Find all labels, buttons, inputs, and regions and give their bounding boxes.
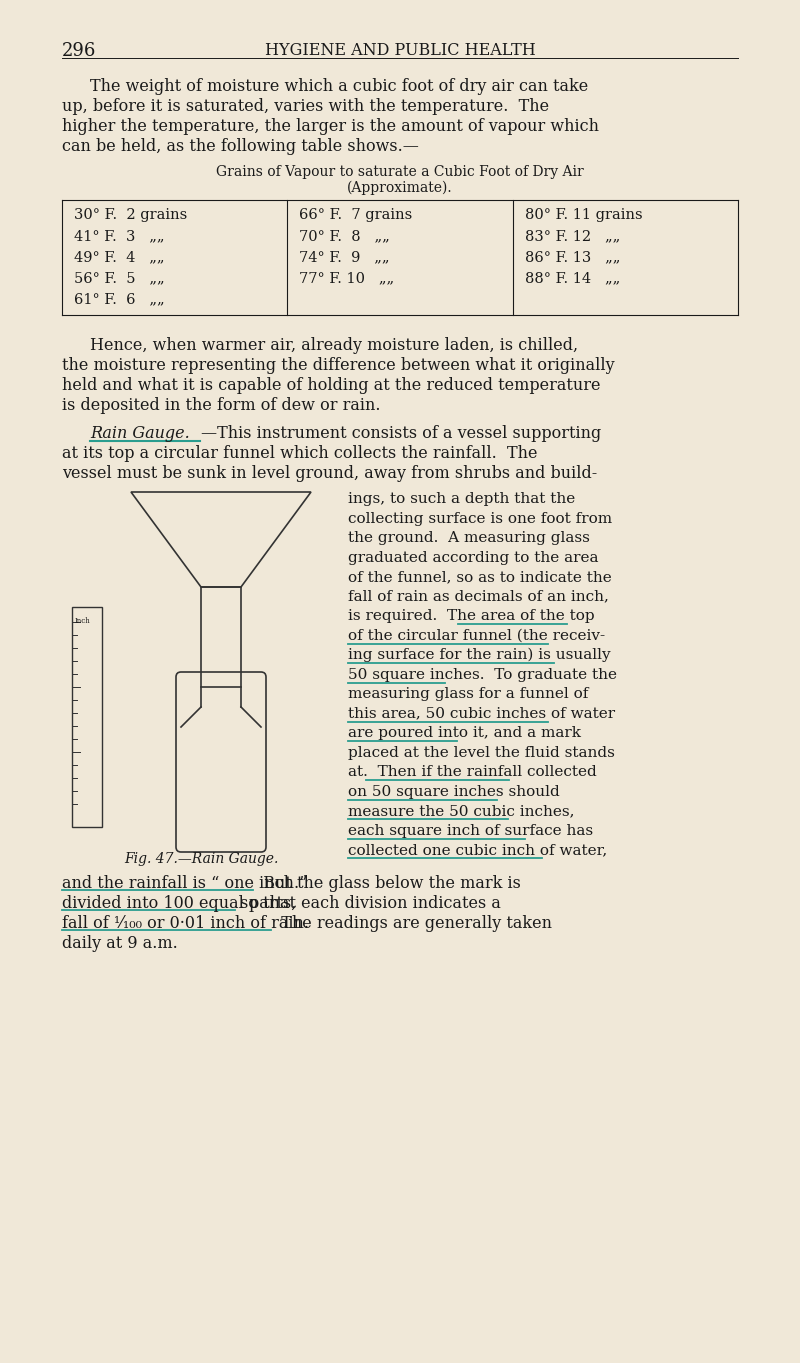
Text: HYGIENE AND PUBLIC HEALTH: HYGIENE AND PUBLIC HEALTH — [265, 42, 535, 59]
Text: 77° F. 10   „„: 77° F. 10 „„ — [299, 271, 394, 285]
Text: collecting surface is one foot from: collecting surface is one foot from — [348, 511, 612, 526]
Text: Inch: Inch — [75, 617, 90, 626]
Text: Fig. 47.—Rain Gauge.: Fig. 47.—Rain Gauge. — [124, 852, 278, 866]
Text: of the funnel, so as to indicate the: of the funnel, so as to indicate the — [348, 570, 612, 583]
Text: on 50 square inches should: on 50 square inches should — [348, 785, 560, 799]
Text: 49° F.  4   „„: 49° F. 4 „„ — [74, 249, 165, 264]
Text: 56° F.  5   „„: 56° F. 5 „„ — [74, 271, 165, 285]
Text: 86° F. 13   „„: 86° F. 13 „„ — [525, 249, 620, 264]
Bar — [201, 587, 241, 687]
Text: ing surface for the rain) is usually: ing surface for the rain) is usually — [348, 647, 610, 662]
Text: ings, to such a depth that the: ings, to such a depth that the — [348, 492, 575, 506]
Text: —This instrument consists of a vessel supporting: —This instrument consists of a vessel su… — [201, 425, 602, 442]
Text: the moisture representing the difference between what it originally: the moisture representing the difference… — [62, 357, 614, 373]
Text: and the rainfall is “ one inch.”: and the rainfall is “ one inch.” — [62, 875, 307, 891]
Text: so that each division indicates a: so that each division indicates a — [235, 895, 502, 912]
Text: Grains of Vapour to saturate a Cubic Foot of Dry Air: Grains of Vapour to saturate a Cubic Foo… — [216, 165, 584, 179]
Text: Rain Gauge.: Rain Gauge. — [90, 425, 190, 442]
Text: of the circular funnel (the receiv-: of the circular funnel (the receiv- — [348, 628, 605, 642]
Text: vessel must be sunk in level ground, away from shrubs and build-: vessel must be sunk in level ground, awa… — [62, 465, 598, 483]
Text: But the glass below the mark is: But the glass below the mark is — [254, 875, 522, 891]
Text: 66° F.  7 grains: 66° F. 7 grains — [299, 209, 413, 222]
Text: fall of ¹⁄₁₀₀ or 0·01 inch of rain.: fall of ¹⁄₁₀₀ or 0·01 inch of rain. — [62, 915, 309, 932]
Text: is deposited in the form of dew or rain.: is deposited in the form of dew or rain. — [62, 397, 381, 414]
Text: is required.  The area of the top: is required. The area of the top — [348, 609, 594, 623]
Text: (Approximate).: (Approximate). — [347, 181, 453, 195]
Text: 88° F. 14   „„: 88° F. 14 „„ — [525, 271, 620, 285]
Text: placed at the level the fluid stands: placed at the level the fluid stands — [348, 746, 615, 759]
Text: 30° F.  2 grains: 30° F. 2 grains — [74, 209, 187, 222]
Text: measuring glass for a funnel of: measuring glass for a funnel of — [348, 687, 588, 701]
Text: higher the temperature, the larger is the amount of vapour which: higher the temperature, the larger is th… — [62, 119, 599, 135]
Text: divided into 100 equal parts,: divided into 100 equal parts, — [62, 895, 296, 912]
Text: 41° F.  3   „„: 41° F. 3 „„ — [74, 229, 165, 243]
Text: 80° F. 11 grains: 80° F. 11 grains — [525, 209, 642, 222]
Text: held and what it is capable of holding at the reduced temperature: held and what it is capable of holding a… — [62, 378, 601, 394]
Text: this area, 50 cubic inches of water: this area, 50 cubic inches of water — [348, 706, 615, 721]
Text: graduated according to the area: graduated according to the area — [348, 551, 598, 564]
Text: 74° F.  9   „„: 74° F. 9 „„ — [299, 249, 390, 264]
Text: measure the 50 cubic inches,: measure the 50 cubic inches, — [348, 804, 574, 818]
Text: 50 square inches.  To graduate the: 50 square inches. To graduate the — [348, 668, 617, 682]
Text: at.  Then if the rainfall collected: at. Then if the rainfall collected — [348, 765, 597, 780]
Text: fall of rain as decimals of an inch,: fall of rain as decimals of an inch, — [348, 590, 609, 604]
Text: each square inch of surface has: each square inch of surface has — [348, 823, 593, 837]
Text: up, before it is saturated, varies with the temperature.  The: up, before it is saturated, varies with … — [62, 98, 549, 114]
Text: are poured into it, and a mark: are poured into it, and a mark — [348, 726, 581, 740]
Text: can be held, as the following table shows.—: can be held, as the following table show… — [62, 138, 419, 155]
Text: collected one cubic inch of water,: collected one cubic inch of water, — [348, 842, 607, 857]
Bar — [72, 607, 102, 827]
Text: at its top a circular funnel which collects the rainfall.  The: at its top a circular funnel which colle… — [62, 444, 538, 462]
Text: 61° F.  6   „„: 61° F. 6 „„ — [74, 292, 165, 307]
Text: The readings are generally taken: The readings are generally taken — [271, 915, 552, 932]
Text: 70° F.  8   „„: 70° F. 8 „„ — [299, 229, 390, 243]
Text: Hence, when warmer air, already moisture laden, is chilled,: Hence, when warmer air, already moisture… — [90, 337, 578, 354]
Text: 83° F. 12   „„: 83° F. 12 „„ — [525, 229, 620, 243]
Text: The weight of moisture which a cubic foot of dry air can take: The weight of moisture which a cubic foo… — [90, 78, 588, 95]
Text: 296: 296 — [62, 42, 96, 60]
Text: the ground.  A measuring glass: the ground. A measuring glass — [348, 532, 590, 545]
Text: daily at 9 a.m.: daily at 9 a.m. — [62, 935, 178, 951]
